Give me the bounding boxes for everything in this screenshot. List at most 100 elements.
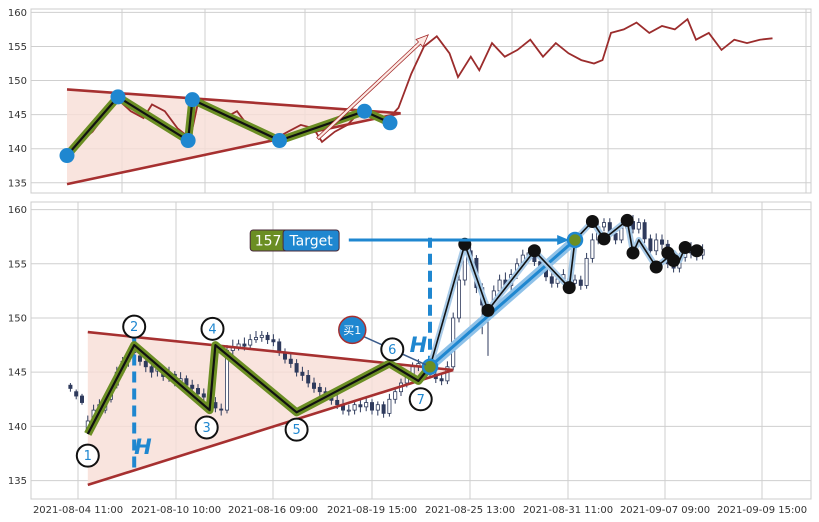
top-price-panel: 135 140 145 150 155 160 <box>8 8 812 194</box>
candlestick <box>352 400 357 415</box>
candle-body <box>660 239 665 245</box>
candle-body <box>242 343 247 347</box>
candlestick <box>74 389 79 400</box>
top-y-tick-label: 135 <box>8 178 27 189</box>
candle-body <box>74 391 79 397</box>
candlestick <box>456 274 461 323</box>
buy-label-text: 买1 <box>343 324 361 337</box>
bottom-x-tick-label: 2021-08-31 11:00 <box>523 505 613 516</box>
candle-body <box>642 222 647 240</box>
candlestick <box>375 401 380 416</box>
candle-body <box>311 382 316 389</box>
candlestick <box>636 218 641 234</box>
candle-body <box>549 276 554 284</box>
top-pivot-point <box>59 148 75 164</box>
top-pivot-point <box>382 115 398 131</box>
post-breakout-pivot <box>562 281 576 295</box>
pivot-number-label: 3 <box>203 421 211 436</box>
top-pivot-point <box>184 92 200 108</box>
top-y-tick-label: 160 <box>8 8 27 19</box>
top-pivot-point <box>272 133 287 149</box>
post-breakout-pivot <box>481 303 495 317</box>
bottom-y-tick-label: 155 <box>8 259 27 270</box>
candle-body <box>613 233 618 241</box>
candlestick <box>602 218 607 232</box>
candlestick <box>294 359 299 377</box>
bottom-triangle-fill <box>87 332 454 485</box>
candle-body <box>259 334 264 338</box>
candle-body <box>271 339 276 343</box>
candle-body <box>387 398 392 414</box>
candle-body <box>573 279 578 284</box>
candlestick <box>590 233 595 263</box>
candle-body <box>265 334 270 341</box>
pivot-number-circle <box>75 443 100 468</box>
candle-body <box>219 408 224 411</box>
pivot-number-label: 4 <box>208 322 216 337</box>
candlestick <box>346 404 351 416</box>
post-breakout-pivot <box>585 215 599 229</box>
candlestick <box>219 403 224 416</box>
target-arrowhead <box>557 234 570 245</box>
candle-body <box>346 409 351 412</box>
height-label-h: H <box>134 435 152 459</box>
candlestick <box>381 401 386 418</box>
pivot-number-label: 5 <box>292 423 300 438</box>
candle-body <box>300 371 305 376</box>
bottom-x-tick-label: 2021-09-07 09:00 <box>620 505 710 516</box>
bottom-x-tick-label: 2021-08-25 13:00 <box>425 505 515 516</box>
post-breakout-pivot <box>690 244 704 258</box>
candle-body <box>393 391 398 400</box>
top-y-tick-label: 150 <box>8 76 27 87</box>
candle-body <box>636 222 641 230</box>
buy-label-bubble <box>338 315 367 345</box>
post-breakout-pivot <box>620 213 634 227</box>
candlestick <box>80 393 85 405</box>
bottom-y-tick-label: 135 <box>8 476 27 487</box>
candlestick <box>68 383 73 392</box>
bottom-y-tick-label: 150 <box>8 313 27 324</box>
candle-body <box>619 227 624 241</box>
top-triangle-lower <box>66 111 401 186</box>
candle-body <box>201 393 206 398</box>
candlestick <box>648 234 653 256</box>
top-y-tick-label: 155 <box>8 42 27 53</box>
candle-body <box>358 404 363 408</box>
top-pivot-point <box>110 89 126 105</box>
post-breakout-pivot <box>678 241 692 255</box>
candlestick <box>201 388 206 402</box>
breakout-pivot <box>566 231 584 249</box>
candle-body <box>375 404 380 411</box>
bottom-pattern-line <box>86 344 431 435</box>
candlestick <box>248 334 253 350</box>
top-pivot-point <box>180 133 196 149</box>
candlestick <box>660 234 665 250</box>
pivot-number-label: 1 <box>84 449 92 464</box>
post-breakout-pivot <box>626 246 640 260</box>
candlestick <box>584 252 589 289</box>
candlestick <box>369 399 374 415</box>
bottom-x-tick-label: 2021-08-10 10:00 <box>131 505 221 516</box>
bottom-y-tick-label: 160 <box>8 205 27 216</box>
candle-body <box>456 279 461 319</box>
pivot-number-circle <box>194 415 219 440</box>
pivot-number-label: 7 <box>417 393 425 408</box>
candle-body <box>648 238 653 252</box>
bottom-y-tick-label: 145 <box>8 368 27 379</box>
candle-body <box>213 402 218 409</box>
candlestick <box>578 275 583 290</box>
bottom-triangle-lower <box>87 368 454 487</box>
bottom-x-tick-label: 2021-08-16 09:00 <box>228 505 318 516</box>
candle-body <box>80 395 85 403</box>
candle-body <box>137 355 142 362</box>
candlestick <box>549 271 554 288</box>
top-y-tick-label: 145 <box>8 110 27 121</box>
post-breakout-pivot <box>527 244 541 258</box>
candlestick <box>439 374 444 386</box>
top-arrow-shape <box>316 34 430 141</box>
top-pivot-point <box>357 103 372 119</box>
pivot-number-label: 6 <box>388 343 396 358</box>
bottom-x-tick-label: 2021-09-09 15:00 <box>717 505 807 516</box>
post-breakout-pivot <box>667 254 681 268</box>
